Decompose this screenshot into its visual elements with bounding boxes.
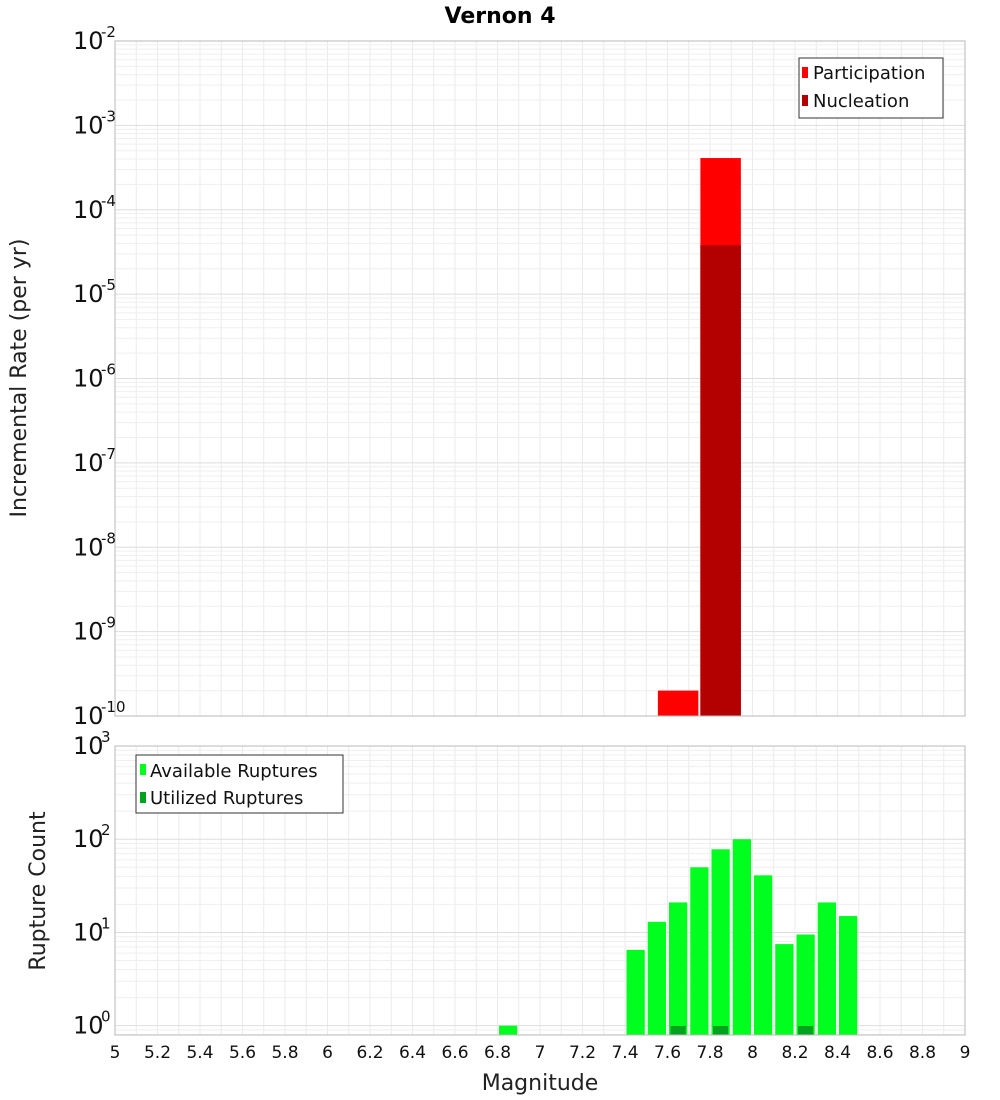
count-y-axis-label: Rupture Count xyxy=(26,811,51,971)
y-tick-exponent: -2 xyxy=(101,23,116,41)
participation-legend-label: Participation xyxy=(813,63,925,84)
available-ruptures-bar xyxy=(647,921,666,1035)
y-tick-exponent: -4 xyxy=(101,192,116,210)
available-ruptures-bar xyxy=(754,875,773,1035)
count-plot-frame xyxy=(114,745,966,1036)
rate-plot-frame xyxy=(114,40,966,717)
x-tick-label: 8.6 xyxy=(866,1043,893,1063)
available-ruptures-bar xyxy=(669,902,688,1035)
rate-grid xyxy=(114,40,966,717)
y-tick-label: 10 xyxy=(73,27,104,55)
available-ruptures-legend-label: Available Ruptures xyxy=(150,761,318,782)
rate-y-axis-label: Incremental Rate (per yr) xyxy=(7,239,32,518)
available-ruptures-bar xyxy=(775,944,794,1035)
y-tick-exponent: -7 xyxy=(101,445,116,463)
x-tick-label: 8 xyxy=(747,1043,758,1063)
y-tick-label: 10 xyxy=(73,365,104,393)
available-ruptures-legend-swatch xyxy=(140,764,146,775)
count-bars xyxy=(499,839,858,1035)
available-ruptures-bar xyxy=(839,916,858,1035)
x-tick-label: 6.6 xyxy=(441,1043,468,1063)
x-tick-label: 8.4 xyxy=(824,1043,851,1063)
rate-bars xyxy=(657,158,741,717)
rate-legend: Participation Nucleation xyxy=(798,57,944,119)
y-tick-label: 10 xyxy=(73,918,104,946)
x-axis-label: Magnitude xyxy=(482,1071,599,1096)
count-legend: Available Ruptures Utilized Ruptures xyxy=(135,754,344,814)
y-tick-exponent: 1 xyxy=(101,914,111,932)
nucleation-bar xyxy=(700,245,741,717)
utilized-ruptures-legend-swatch xyxy=(140,792,146,803)
chart-title: Vernon 4 xyxy=(445,4,556,29)
utilized-ruptures-bar xyxy=(798,1026,814,1035)
available-ruptures-bar xyxy=(796,934,815,1035)
available-ruptures-bar xyxy=(499,1025,518,1035)
x-tick-label: 7.8 xyxy=(696,1043,723,1063)
nucleation-legend-label: Nucleation xyxy=(813,91,909,112)
x-tick-label: 6.8 xyxy=(484,1043,511,1063)
y-tick-exponent: -10 xyxy=(101,698,126,716)
y-tick-exponent: -5 xyxy=(101,276,116,294)
x-tick-label: 7 xyxy=(535,1043,546,1063)
y-tick-label: 10 xyxy=(73,702,104,730)
y-tick-label: 10 xyxy=(73,196,104,224)
x-tick-label: 6 xyxy=(322,1043,333,1063)
x-tick-label: 8.8 xyxy=(909,1043,936,1063)
x-tick-label: 7.6 xyxy=(654,1043,681,1063)
x-tick-label: 6.2 xyxy=(356,1043,383,1063)
y-tick-label: 10 xyxy=(73,280,104,308)
x-tick-label: 9 xyxy=(960,1043,971,1063)
participation-legend-swatch xyxy=(802,67,808,78)
count-legend-box xyxy=(135,754,344,814)
y-tick-label: 10 xyxy=(73,533,104,561)
x-tick-label: 5 xyxy=(110,1043,121,1063)
y-tick-exponent: -9 xyxy=(101,614,116,632)
x-tick-label: 7.4 xyxy=(611,1043,638,1063)
y-tick-exponent: 3 xyxy=(101,728,111,746)
y-tick-exponent: -6 xyxy=(101,361,116,379)
y-tick-exponent: 0 xyxy=(101,1008,111,1026)
x-tick-label: 8.2 xyxy=(781,1043,808,1063)
utilized-ruptures-bar xyxy=(713,1026,729,1035)
available-ruptures-bar xyxy=(711,849,730,1035)
y-tick-label: 10 xyxy=(73,1012,104,1040)
x-tick-label: 5.2 xyxy=(144,1043,171,1063)
x-tick-label: 5.4 xyxy=(186,1043,213,1063)
utilized-ruptures-legend-label: Utilized Ruptures xyxy=(150,788,303,809)
y-tick-label: 10 xyxy=(73,825,104,853)
nucleation-legend-swatch xyxy=(802,95,808,106)
y-tick-label: 10 xyxy=(73,449,104,477)
y-tick-label: 10 xyxy=(73,111,104,139)
available-ruptures-bar xyxy=(626,949,645,1035)
y-tick-exponent: -3 xyxy=(101,107,116,125)
magnitude-x-ticks: 5 5.2 5.4 5.6 5.8 6 6.2 6.4 6.6 6.8 7 7.2 7.4 7.6 7.8 8… xyxy=(110,1043,971,1063)
available-ruptures-bar xyxy=(817,902,836,1035)
participation-bar xyxy=(657,690,699,716)
y-tick-exponent: 2 xyxy=(101,821,111,839)
y-tick-exponent: -8 xyxy=(101,529,116,547)
x-tick-label: 6.4 xyxy=(399,1043,426,1063)
rate-legend-box xyxy=(798,57,944,119)
available-ruptures-bar xyxy=(732,839,751,1035)
x-tick-label: 7.2 xyxy=(569,1043,596,1063)
y-tick-label: 10 xyxy=(73,618,104,646)
utilized-ruptures-bar xyxy=(670,1026,686,1035)
x-tick-label: 5.8 xyxy=(271,1043,298,1063)
available-ruptures-bar xyxy=(690,867,709,1035)
y-tick-label: 10 xyxy=(73,732,104,760)
x-tick-label: 5.6 xyxy=(229,1043,256,1063)
